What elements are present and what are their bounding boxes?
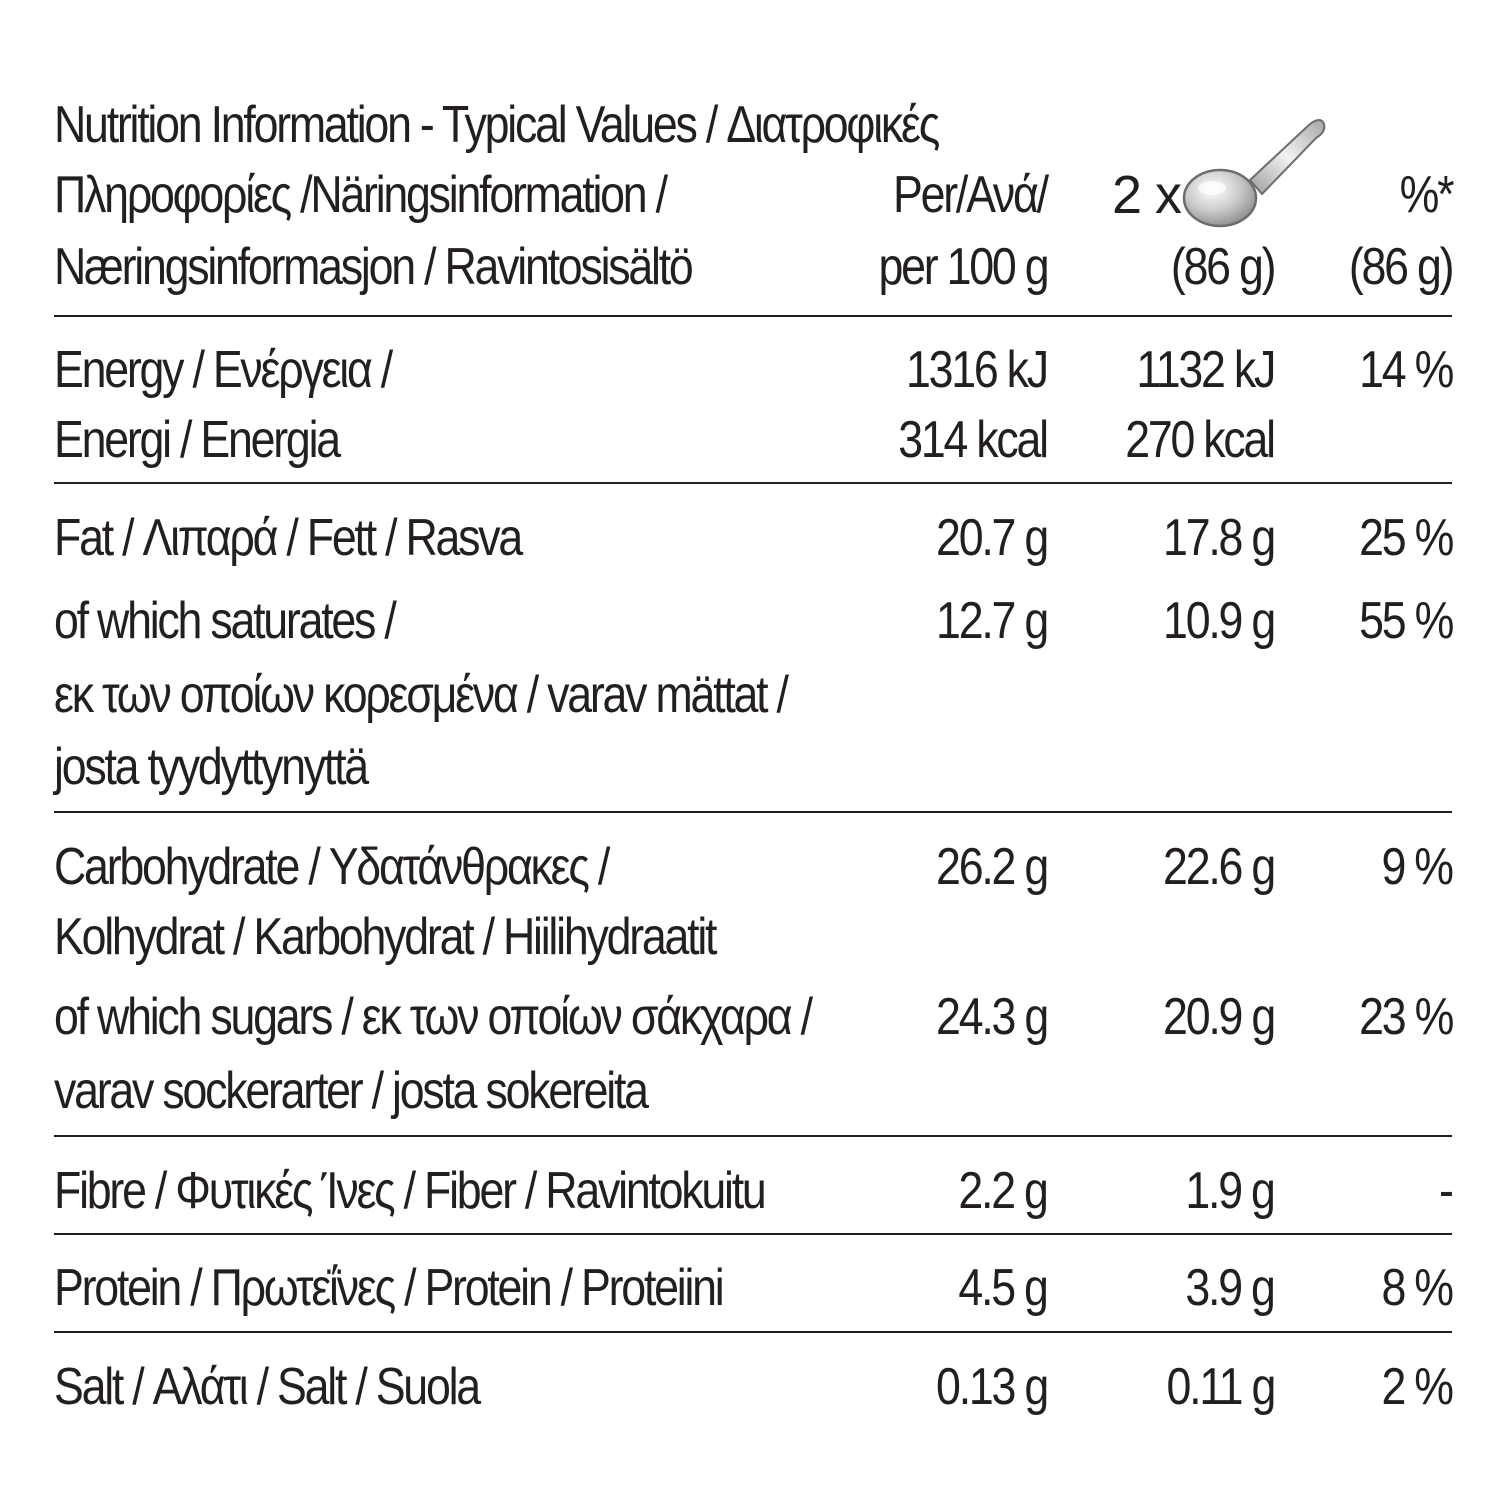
carbohydrate-label-line2: Kolhydrat / Karbohydrat / Hiilihydraatit	[54, 908, 717, 966]
saturates-per100: 12.7 g	[936, 592, 1049, 650]
divider	[54, 1135, 1452, 1137]
protein-percent: 8 %	[1381, 1259, 1455, 1317]
fat-label: Fat / Λιπαρά / Fett / Rasva	[54, 509, 523, 567]
protein-per100: 4.5 g	[958, 1259, 1050, 1317]
energy-label-line2: Energi / Energia	[54, 411, 341, 469]
carbohydrate-serving: 22.6 g	[1163, 838, 1276, 896]
carbohydrate-percent: 9 %	[1381, 838, 1455, 896]
header-title-line3: Næringsinformasjon / Ravintosisältö	[54, 238, 694, 296]
energy-per100-kcal: 314 kcal	[898, 411, 1049, 469]
fat-serving: 17.8 g	[1163, 509, 1276, 567]
energy-percent: 14 %	[1359, 341, 1454, 399]
fibre-percent: -	[1439, 1162, 1454, 1220]
salt-per100: 0.13 g	[936, 1358, 1049, 1416]
carbohydrate-label-line1: Carbohydrate / Υδατάνθρακες /	[54, 838, 610, 896]
divider	[54, 1233, 1452, 1235]
salt-label: Salt / Αλάτι / Salt / Suola	[54, 1358, 481, 1416]
spoon-icon	[1182, 119, 1326, 228]
sugars-per100: 24.3 g	[936, 988, 1049, 1046]
fibre-label: Fibre / Φυτικές Ίνες / Fiber / Ravintoku…	[54, 1162, 767, 1220]
header-serving-multiplier: 2 x	[1112, 165, 1182, 225]
energy-serving-kcal: 270 kcal	[1125, 411, 1276, 469]
header-title-line1: Nutrition Information - Typical Values /…	[54, 96, 940, 154]
header-title-line2: Πληροφορίες /Näringsinformation /	[54, 166, 668, 224]
fat-per100: 20.7 g	[936, 509, 1049, 567]
energy-per100-kj: 1316 kJ	[906, 341, 1049, 399]
fibre-serving: 1.9 g	[1185, 1162, 1277, 1220]
saturates-percent: 55 %	[1359, 592, 1454, 650]
saturates-label-line1: of which saturates /	[54, 592, 397, 650]
header-per100-line2: per 100 g	[878, 238, 1049, 296]
salt-serving: 0.11 g	[1166, 1358, 1276, 1416]
sugars-label-line1: of which sugars / εκ των οποίων σάκχαρα …	[54, 988, 813, 1046]
header-per100-line1: Per/Ανά/	[893, 166, 1049, 224]
saturates-label-line3: josta tyydyttynyttä	[54, 738, 369, 796]
fat-percent: 25 %	[1359, 509, 1454, 567]
header-serving-weight: (86 g)	[1170, 238, 1277, 296]
saturates-serving: 10.9 g	[1163, 592, 1276, 650]
saturates-label-line2: εκ των οποίων κορεσμένα / varav mättat /	[54, 666, 789, 724]
sugars-serving: 20.9 g	[1163, 988, 1276, 1046]
sugars-percent: 23 %	[1359, 988, 1454, 1046]
energy-serving-kj: 1132 kJ	[1136, 341, 1276, 399]
energy-label-line1: Energy / Ενέργεια /	[54, 341, 393, 399]
fibre-per100: 2.2 g	[958, 1162, 1050, 1220]
divider	[54, 315, 1452, 317]
protein-serving: 3.9 g	[1185, 1259, 1277, 1317]
salt-percent: 2 %	[1381, 1358, 1455, 1416]
divider	[54, 1331, 1452, 1333]
header-percent-weight: (86 g)	[1348, 238, 1455, 296]
divider	[54, 811, 1452, 813]
sugars-label-line2: varav sockerarter / josta sokereita	[54, 1062, 649, 1120]
divider	[54, 482, 1452, 484]
carbohydrate-per100: 26.2 g	[936, 838, 1049, 896]
header-percent: %*	[1399, 166, 1454, 224]
protein-label: Protein / Πρωτεΐνες / Protein / Proteiin…	[54, 1259, 725, 1317]
